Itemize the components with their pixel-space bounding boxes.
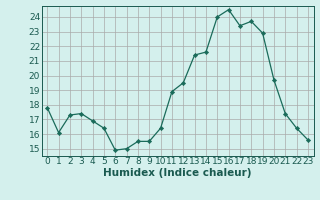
X-axis label: Humidex (Indice chaleur): Humidex (Indice chaleur) — [103, 168, 252, 178]
